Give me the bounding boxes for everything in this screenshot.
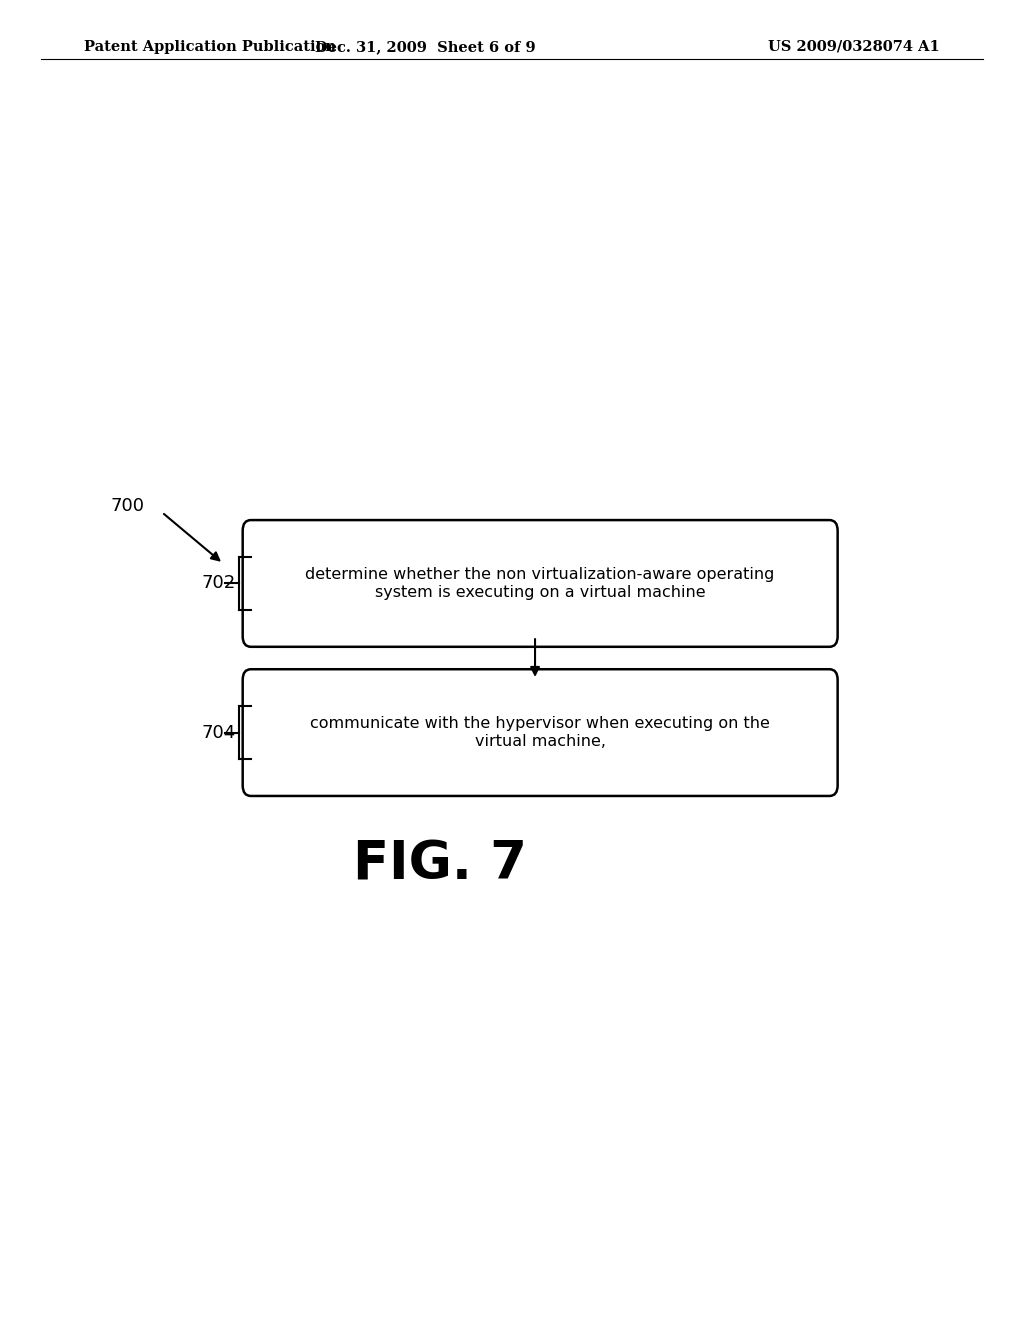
Text: Dec. 31, 2009  Sheet 6 of 9: Dec. 31, 2009 Sheet 6 of 9 <box>314 40 536 54</box>
Text: 700: 700 <box>111 496 144 515</box>
Text: Patent Application Publication: Patent Application Publication <box>84 40 336 54</box>
Text: US 2009/0328074 A1: US 2009/0328074 A1 <box>768 40 940 54</box>
FancyBboxPatch shape <box>243 669 838 796</box>
Text: 704: 704 <box>202 723 236 742</box>
Text: FIG. 7: FIG. 7 <box>353 838 527 891</box>
Text: 702: 702 <box>202 574 236 593</box>
Text: communicate with the hypervisor when executing on the
virtual machine,: communicate with the hypervisor when exe… <box>310 717 770 748</box>
Text: determine whether the non virtualization-aware operating
system is executing on : determine whether the non virtualization… <box>305 568 775 599</box>
FancyBboxPatch shape <box>243 520 838 647</box>
